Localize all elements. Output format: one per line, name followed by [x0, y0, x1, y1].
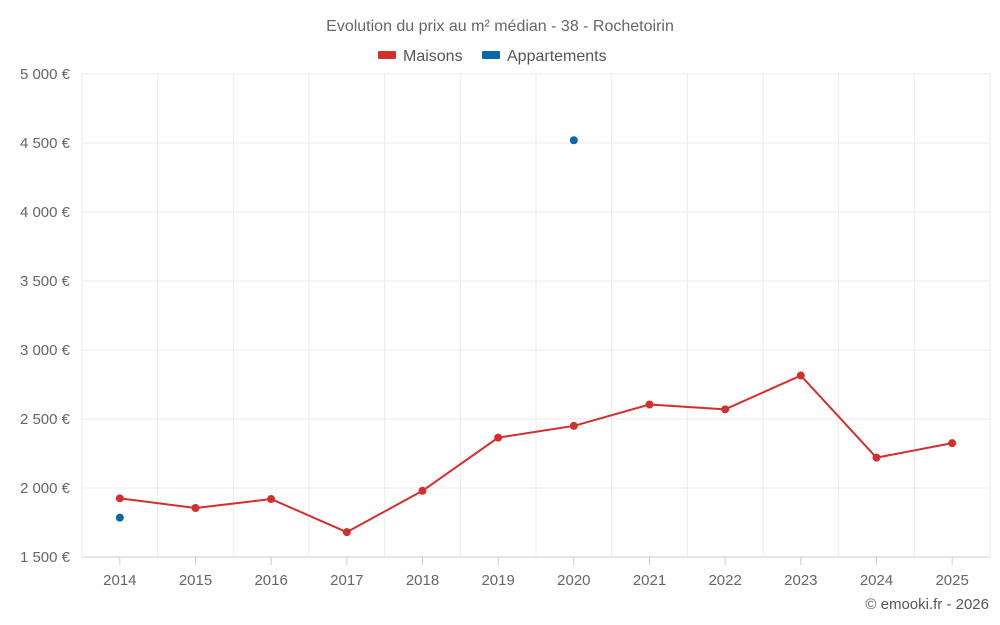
legend: Maisons Appartements: [378, 48, 607, 65]
data-point-maisons-2017[interactable]: [342, 528, 351, 537]
legend-label-appartements: Appartements: [507, 48, 607, 65]
y-tick-label: 4 500 €: [20, 135, 71, 152]
legend-swatch-appartements: [482, 51, 500, 59]
legend-swatch-maisons: [378, 51, 396, 59]
series-appartements: [115, 136, 578, 522]
grid: [81, 73, 991, 558]
legend-label-maisons: Maisons: [403, 48, 463, 65]
data-point-maisons-2016[interactable]: [267, 495, 276, 504]
y-tick-label: 4 000 €: [20, 204, 71, 221]
x-tick-label: 2024: [860, 572, 893, 589]
x-tick-label: 2023: [784, 572, 817, 589]
data-point-maisons-2023[interactable]: [796, 371, 805, 380]
y-tick-label: 3 000 €: [20, 342, 71, 359]
x-tick-label: 2016: [254, 572, 287, 589]
y-tick-label: 1 500 €: [20, 549, 71, 566]
series: [115, 136, 957, 537]
x-axis-ticks: 2014 2015 2016 2017 2018 2019 2020 2021 2022 2023…: [103, 557, 969, 589]
series-maisons: [115, 371, 957, 537]
series-line-maisons: [119, 374, 953, 534]
x-tick-label: 2018: [406, 572, 439, 589]
legend-item-maisons[interactable]: Maisons: [378, 48, 463, 65]
x-tick-label: 2017: [330, 572, 363, 589]
data-point-maisons-2018[interactable]: [418, 486, 427, 495]
data-point-appartements-2020[interactable]: [569, 136, 578, 145]
y-tick-label: 3 500 €: [20, 273, 71, 290]
x-tick-label: 2015: [179, 572, 212, 589]
data-point-appartements-2014[interactable]: [115, 513, 124, 522]
x-tick-label: 2021: [633, 572, 666, 589]
y-tick-label: 5 000 €: [20, 66, 71, 83]
y-tick-label: 2 000 €: [20, 480, 71, 497]
credit-text: © emooki.fr - 2026: [865, 596, 989, 613]
data-point-maisons-2025[interactable]: [948, 439, 957, 448]
x-tick-label: 2014: [103, 572, 136, 589]
data-point-maisons-2022[interactable]: [721, 405, 730, 414]
x-tick-label: 2020: [557, 572, 590, 589]
data-point-maisons-2014[interactable]: [115, 494, 124, 503]
y-tick-label: 2 500 €: [20, 411, 71, 428]
data-point-maisons-2020[interactable]: [569, 421, 578, 430]
chart-title: Evolution du prix au m² médian - 38 - Ro…: [326, 18, 674, 35]
data-point-maisons-2019[interactable]: [494, 433, 503, 442]
x-tick-label: 2022: [708, 572, 741, 589]
y-axis-ticks: 1 500 € 2 000 € 2 500 € 3 000 € 3 500 € 4 000…: [20, 66, 71, 566]
data-point-maisons-2015[interactable]: [191, 504, 200, 513]
data-point-maisons-2024[interactable]: [872, 453, 881, 462]
legend-item-appartements[interactable]: Appartements: [482, 48, 607, 65]
data-point-maisons-2021[interactable]: [645, 400, 654, 409]
x-tick-label: 2025: [935, 572, 968, 589]
x-tick-label: 2019: [481, 572, 514, 589]
